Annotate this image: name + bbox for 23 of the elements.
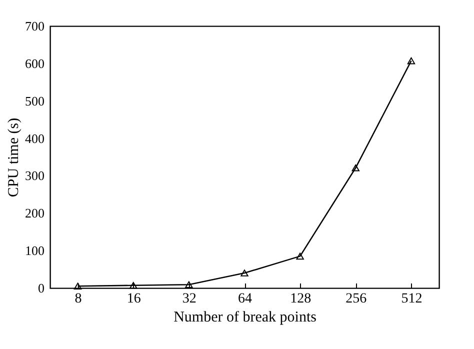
y-axis-title: CPU time (s) xyxy=(6,118,22,198)
y-tick-label: 100 xyxy=(25,243,44,258)
y-tick-label: 200 xyxy=(25,206,44,221)
x-axis-title: Number of break points xyxy=(174,310,317,326)
point xyxy=(352,164,360,172)
x-tick-label: 32 xyxy=(182,292,196,306)
x-tick-label: 8 xyxy=(74,292,82,306)
y-tick-label: 700 xyxy=(25,18,44,34)
point xyxy=(130,282,138,289)
x-tick-label: 256 xyxy=(346,292,367,306)
point xyxy=(240,270,248,276)
x-tick-label: 64 xyxy=(238,292,252,306)
point xyxy=(407,57,416,64)
point xyxy=(296,252,304,260)
x-tick-label: 16 xyxy=(126,292,141,306)
x-tick-label: 128 xyxy=(290,292,312,306)
y-tick-label: 600 xyxy=(25,56,44,71)
point xyxy=(185,281,193,288)
y-tick-label: 400 xyxy=(25,130,44,146)
x-tick-label: 512 xyxy=(401,292,422,306)
y-tick-label: 0 xyxy=(38,280,44,296)
y-tick-label: 500 xyxy=(25,93,44,108)
y-tick-label: 300 xyxy=(25,168,44,184)
